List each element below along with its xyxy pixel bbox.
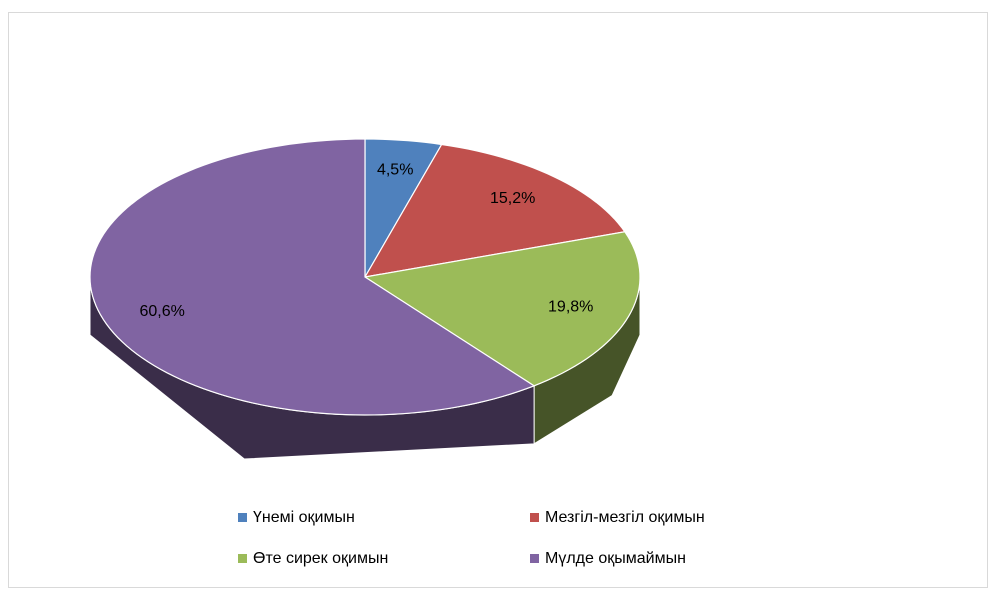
slice	[364, 138, 443, 280]
legend-marker	[530, 554, 539, 563]
data-label: 15,2%	[490, 190, 535, 207]
legend-marker	[238, 513, 247, 522]
data-label: 19,8%	[548, 299, 593, 316]
slice	[89, 138, 536, 416]
legend-label: Мүлде оқымаймын	[545, 550, 686, 567]
legend-label: Өте сирек оқимын	[253, 550, 388, 567]
legend-label: Үнемі оқимын	[253, 509, 355, 526]
slice	[363, 143, 626, 278]
legend-marker	[238, 554, 247, 563]
data-label: 4,5%	[377, 162, 413, 179]
data-label: 60,6%	[139, 303, 184, 320]
legend-label: Мезгіл-мезгіл оқимын	[545, 509, 705, 526]
legend-marker	[530, 513, 539, 522]
slice	[363, 231, 641, 387]
